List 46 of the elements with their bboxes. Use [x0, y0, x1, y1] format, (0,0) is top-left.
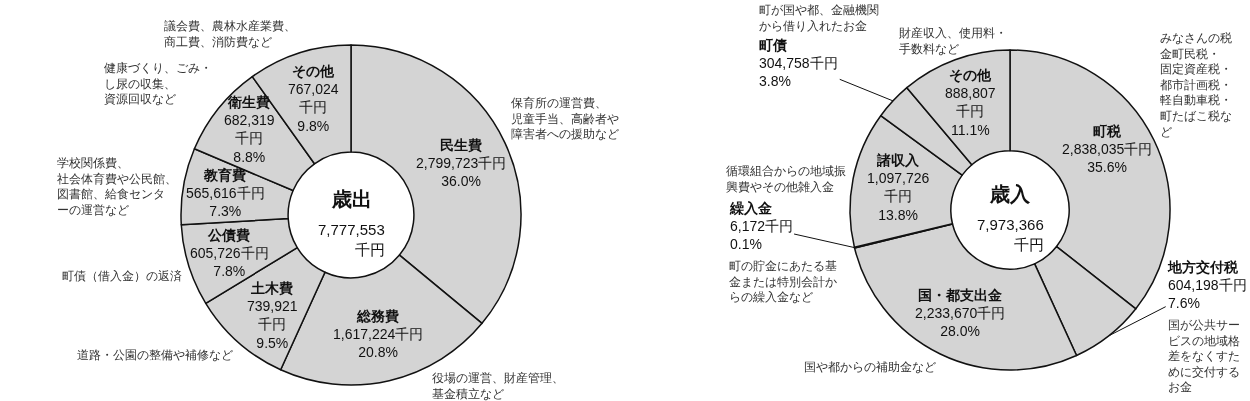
data-label: 739,921 千円 9.5%	[247, 298, 298, 351]
slice-label: 町税	[1093, 123, 1123, 139]
data-label: 604,198千円 7.6%	[1168, 277, 1247, 312]
slice-label: その他	[292, 63, 336, 79]
text: 歳出	[331, 188, 372, 210]
text: 国が公共サービスの地域格差をなくすために交付するお金	[1168, 318, 1240, 395]
text: 議会費、農林水産業費、商工費、消防費など	[164, 19, 296, 49]
data-label: 767,024 千円 9.8%	[288, 81, 339, 134]
text: 町の貯金にあたる基金または特別会計からの繰入金など	[729, 259, 837, 305]
data-label: 1,617,224千円 20.8%	[333, 326, 424, 361]
text: 歳入	[989, 183, 1031, 205]
slice-label: 町債	[759, 37, 787, 53]
text: 町債（借入金）の返済	[62, 269, 182, 283]
text: 保育所の運営費、児童手当、高齢者や障害者への援助など	[511, 96, 619, 142]
text: 財産収入、使用料・手数料など	[899, 26, 1007, 56]
text: 7,777,553 千円	[318, 221, 385, 258]
data-label: 304,758千円 3.8%	[759, 55, 838, 90]
data-label: 1,097,726 千円 13.8%	[867, 170, 930, 223]
text: 学校関係費、社会体育費や公民館、図書館、給食センターの運営など	[57, 156, 177, 217]
data-label: 605,726千円 7.8%	[190, 245, 269, 280]
slice-label: 民生費	[440, 137, 483, 153]
slice-label: 地方交付税	[1167, 259, 1239, 275]
slice-label: 教育費	[203, 167, 247, 183]
data-label: 6,172千円 0.1%	[730, 218, 794, 253]
data-label: 888,807 千円 11.1%	[945, 85, 996, 138]
slice-label: 衛生費	[227, 94, 271, 110]
data-label: 2,799,723千円 36.0%	[416, 155, 507, 190]
data-label: 2,838,035千円 35.6%	[1062, 141, 1153, 176]
text: 道路・公園の整備や補修など	[77, 348, 233, 362]
slice-label: 土木費	[250, 280, 294, 296]
slice-label: 諸収入	[876, 152, 921, 168]
text: 7,973,366 千円	[977, 216, 1044, 253]
data-label: 2,233,670千円 28.0%	[915, 305, 1006, 340]
text: 役場の運営、財産管理、基金積立など	[432, 371, 564, 401]
text: 健康づくり、ごみ・し尿の収集、資源回収など	[104, 61, 212, 107]
text: 循環組合からの地域振興費やその他雑入金	[726, 164, 846, 194]
data-label: 682,319 千円 8.8%	[224, 112, 275, 165]
slice-label: 公債費	[207, 227, 251, 243]
slice-label: 国・都支出金	[918, 287, 1004, 303]
text: 町が国や都、金融機関から借り入れたお金	[759, 3, 879, 33]
slice-label: 総務費	[356, 308, 400, 324]
data-label: 565,616千円 7.3%	[186, 185, 265, 220]
slice-label: その他	[949, 67, 993, 83]
slice-label: 繰入金	[729, 200, 773, 216]
text: みなさんの税金町民税・固定資産税・都市計画税・軽自動車税・町たばこ税など	[1160, 31, 1232, 139]
text: 国や都からの補助金など	[804, 360, 936, 374]
